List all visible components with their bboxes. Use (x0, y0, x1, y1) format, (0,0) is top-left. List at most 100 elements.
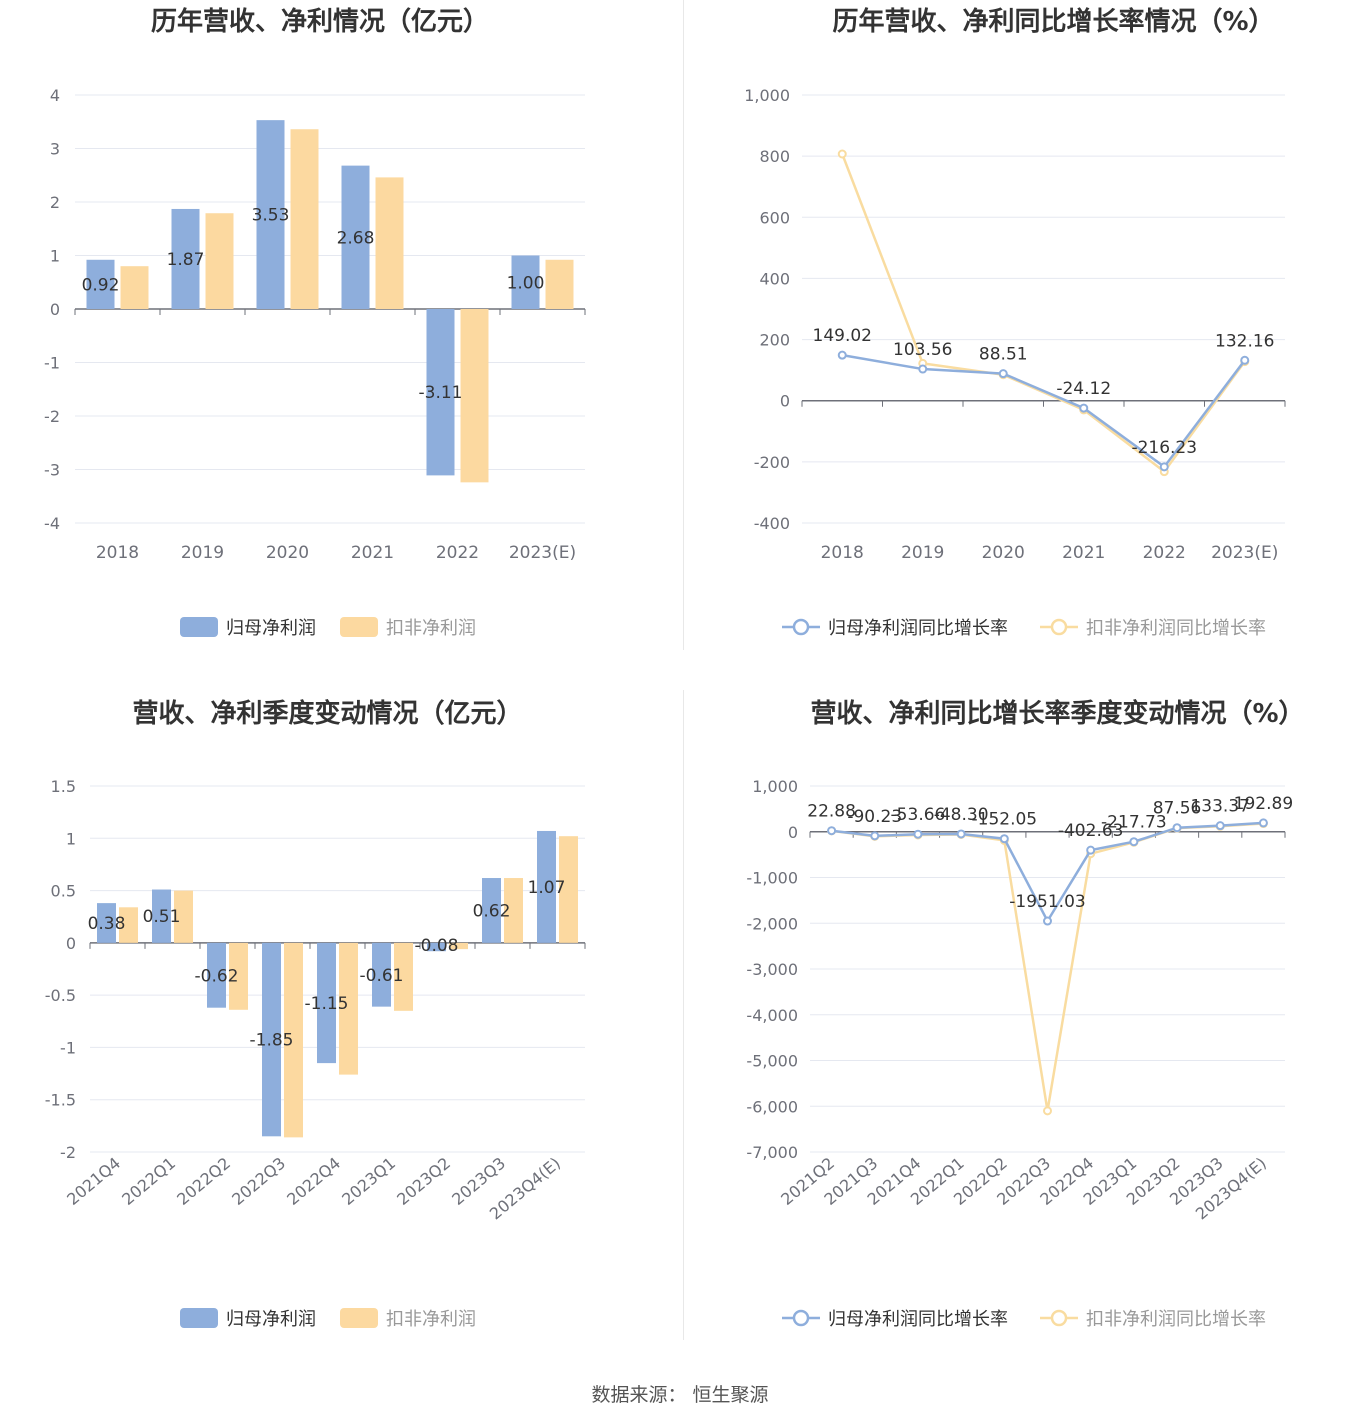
data-label: 149.02 (813, 326, 872, 346)
data-label: -53.66 (891, 805, 946, 825)
data-label: -0.61 (360, 966, 404, 986)
line-deducted-net-profit-growth (831, 822, 1264, 1112)
data-label: 0.51 (143, 907, 181, 927)
legend-label: 扣非净利润 (386, 1309, 476, 1330)
x-tick-label: 2020 (982, 543, 1025, 563)
bar-deducted-net-profit (119, 907, 138, 943)
bar-parent-net-profit (341, 165, 370, 309)
data-source-value: 恒生聚源 (692, 1384, 769, 1406)
y-tick-label: 400 (759, 269, 790, 288)
bar-deducted-net-profit (375, 177, 404, 309)
chart-panel-quarterly-growth: 营收、净利同比增长率季度变动情况（%） -7,000 -6,000 -5,000 -4,… (680, 690, 1360, 1380)
point-parent-net-profit-growth (1258, 818, 1268, 828)
data-label: 87.56 (1153, 799, 1202, 819)
data-label: -402.63 (1058, 821, 1124, 841)
bar-deducted-net-profit (229, 942, 248, 1010)
bar-parent-net-profit (427, 942, 446, 952)
y-tick-label: 0 (788, 823, 798, 842)
legend-label: 归母净利润同比增长率 (828, 1309, 1008, 1330)
y-tick-label: 1,000 (744, 86, 790, 105)
y-tick-label: -400 (754, 514, 790, 533)
legend-label: 归母净利润 (226, 1309, 316, 1330)
chart-title: 营收、净利同比增长率季度变动情况（%） (810, 698, 1304, 729)
bar-deducted-net-profit (120, 266, 149, 309)
data-label: 0.92 (82, 275, 120, 295)
data-label: -1.85 (250, 1031, 294, 1051)
bar-parent-net-profit (97, 903, 116, 943)
legend-swatch-marker (792, 1309, 810, 1327)
annual-profit-bar-chart: 历年营收、净利情况（亿元） -4 -3 -2 -1 0 1 2 3 4 2018 2019 2020 20… (44, 6, 586, 639)
x-tick-label: 2023Q1 (338, 1154, 399, 1209)
y-tick-label: 1 (50, 247, 60, 266)
point-deducted-net-profit-growth (1043, 1106, 1052, 1116)
x-tick-label: 2023(E) (509, 543, 576, 563)
data-source-label: 数据来源： (591, 1384, 687, 1406)
y-tick-label: 4 (50, 86, 60, 105)
data-label: -90.23 (847, 807, 902, 827)
x-tick-label: 2018 (96, 543, 139, 563)
y-tick-label: 0 (66, 934, 76, 953)
bar-parent-net-profit (372, 942, 391, 1007)
x-tick-label: 2019 (181, 543, 224, 563)
bar-deducted-net-profit (174, 890, 193, 943)
x-tick-label: 2022 (1143, 543, 1186, 563)
point-parent-net-profit-growth (1159, 462, 1169, 472)
data-label: -152.05 (972, 810, 1038, 830)
data-label: -0.62 (195, 966, 239, 986)
x-tick-label: 2021 (351, 543, 394, 563)
bar-deducted-net-profit (504, 878, 523, 943)
y-tick-label: -1 (44, 354, 60, 373)
data-label: 1.87 (167, 250, 205, 270)
x-tick-label: 2022Q2 (173, 1154, 234, 1209)
point-parent-net-profit-growth (1129, 837, 1139, 847)
bar-parent-net-profit (86, 259, 115, 309)
vertical-divider-top (683, 0, 684, 650)
data-label: 22.88 (807, 802, 856, 822)
x-tick-label: 2022Q4 (283, 1154, 344, 1209)
legend-swatch-marker (792, 618, 810, 636)
y-tick-label: -6,000 (746, 1097, 798, 1116)
chart-panel-annual-growth: 历年营收、净利同比增长率情况（%） -400 -200 0 200 400 600 800 1,… (680, 0, 1360, 690)
y-tick-label: -200 (754, 453, 790, 472)
bar-parent-net-profit (207, 942, 226, 1008)
point-parent-net-profit-growth (870, 831, 880, 841)
x-tick-label: 2019 (901, 543, 944, 563)
bar-deducted-net-profit (284, 942, 303, 1138)
data-label: 3.53 (252, 206, 290, 226)
y-tick-label: -0.5 (45, 986, 76, 1005)
bar-parent-net-profit (482, 878, 501, 943)
data-label: 192.89 (1234, 794, 1293, 814)
legend-swatch-marker (1050, 618, 1068, 636)
y-tick-label: -1,000 (746, 869, 798, 888)
y-tick-label: 1 (66, 829, 76, 848)
point-deducted-net-profit-growth (837, 149, 847, 159)
bar-deducted-net-profit (545, 259, 574, 309)
y-tick-label: 0.5 (51, 882, 76, 901)
legend-swatch-marker (1050, 1309, 1068, 1327)
bar-parent-net-profit (511, 255, 540, 309)
data-label: -24.12 (1056, 379, 1111, 399)
y-tick-label: -7,000 (746, 1143, 798, 1162)
y-tick-label: 200 (759, 331, 790, 350)
bar-deducted-net-profit (559, 836, 578, 943)
y-tick-label: -1.5 (45, 1091, 76, 1110)
legend-label: 扣非净利润同比增长率 (1086, 618, 1266, 639)
point-parent-net-profit-growth (913, 829, 923, 839)
point-parent-net-profit-growth (837, 350, 847, 360)
y-tick-label: 1,000 (752, 777, 798, 796)
x-tick-label: 2022 (436, 543, 479, 563)
annual-growth-line-chart: 历年营收、净利同比增长率情况（%） -400 -200 0 200 400 600 800 1,… (744, 6, 1286, 639)
legend-swatch (180, 617, 218, 637)
x-tick-label: 2021 (1062, 543, 1105, 563)
bar-deducted-net-profit (460, 309, 489, 483)
data-label: 133.37 (1190, 797, 1249, 817)
x-tick-label: 2020 (266, 543, 309, 563)
bar-deducted-net-profit (339, 942, 358, 1075)
x-tick-label: 2023(E) (1211, 543, 1278, 563)
y-tick-label: -4 (44, 514, 60, 533)
y-tick-label: -3 (44, 461, 60, 480)
chart-panel-quarterly-profit: 营收、净利季度变动情况（亿元） -2 -1.5 -1 -0.5 0 0.5 1 1.5 2021Q… (0, 690, 680, 1380)
data-label: 88.51 (979, 345, 1028, 365)
x-tick-label: 2023Q2 (393, 1154, 454, 1209)
data-label: -3.11 (419, 383, 463, 403)
